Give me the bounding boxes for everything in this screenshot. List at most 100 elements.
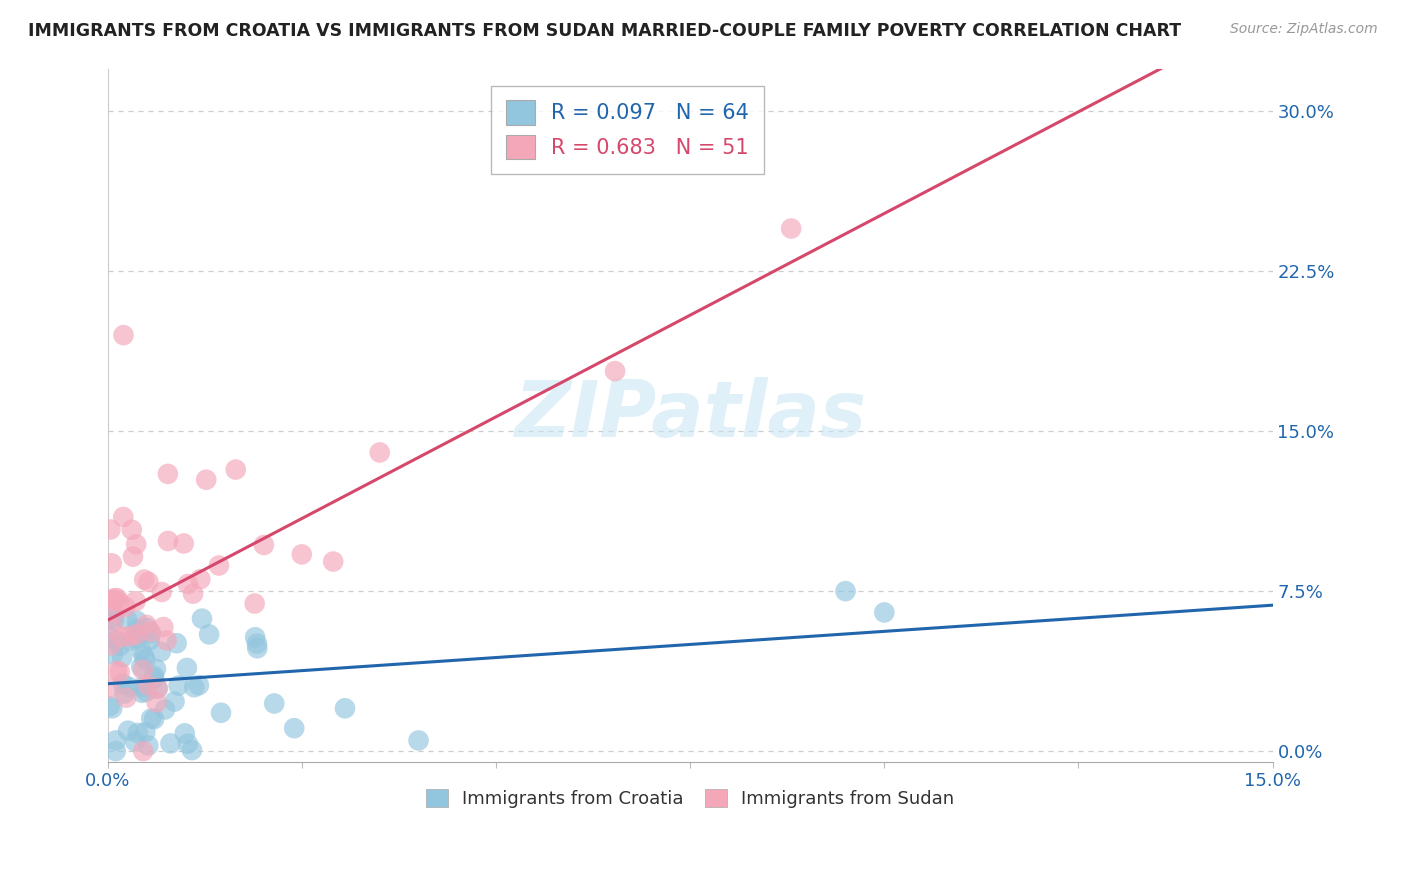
Point	[125, 627, 148, 641]
Point	[834, 584, 856, 599]
Point	[127, 726, 149, 740]
Point	[143, 672, 166, 686]
Point	[112, 510, 135, 524]
Point	[283, 721, 305, 735]
Point	[136, 621, 159, 635]
Point	[129, 660, 152, 674]
Point	[142, 669, 165, 683]
Point	[112, 687, 135, 701]
Point	[101, 620, 124, 634]
Text: Source: ZipAtlas.com: Source: ZipAtlas.com	[1230, 22, 1378, 37]
Point	[136, 739, 159, 753]
Point	[141, 712, 163, 726]
Point	[100, 557, 122, 571]
Point	[166, 636, 188, 650]
Point	[135, 685, 157, 699]
Point	[163, 695, 186, 709]
Point	[98, 681, 121, 695]
Point	[125, 614, 148, 628]
Point	[603, 364, 626, 378]
Point	[243, 630, 266, 644]
Point	[181, 743, 204, 757]
Point	[103, 614, 125, 628]
Point	[408, 733, 430, 747]
Point	[195, 473, 218, 487]
Point	[263, 697, 285, 711]
Point	[149, 645, 172, 659]
Point	[198, 627, 221, 641]
Legend: Immigrants from Croatia, Immigrants from Sudan: Immigrants from Croatia, Immigrants from…	[419, 781, 962, 815]
Point	[131, 680, 153, 694]
Point	[246, 641, 269, 656]
Point	[101, 610, 124, 624]
Point	[132, 663, 155, 677]
Point	[138, 574, 160, 589]
Text: IMMIGRANTS FROM CROATIA VS IMMIGRANTS FROM SUDAN MARRIED-COUPLE FAMILY POVERTY C: IMMIGRANTS FROM CROATIA VS IMMIGRANTS FR…	[28, 22, 1181, 40]
Point	[100, 639, 122, 653]
Point	[156, 467, 179, 481]
Point	[243, 597, 266, 611]
Point	[208, 558, 231, 573]
Point	[191, 612, 214, 626]
Point	[105, 633, 128, 648]
Point	[111, 677, 134, 691]
Point	[873, 606, 896, 620]
Point	[167, 679, 190, 693]
Point	[209, 706, 232, 720]
Point	[187, 678, 209, 692]
Point	[104, 733, 127, 747]
Point	[125, 537, 148, 551]
Point	[121, 523, 143, 537]
Point	[143, 712, 166, 726]
Point	[159, 736, 181, 750]
Point	[139, 624, 162, 639]
Point	[181, 587, 204, 601]
Point	[114, 599, 136, 614]
Point	[101, 701, 124, 715]
Point	[155, 633, 177, 648]
Point	[132, 649, 155, 664]
Point	[225, 462, 247, 476]
Point	[112, 328, 135, 343]
Point	[117, 613, 139, 627]
Point	[108, 594, 131, 608]
Point	[124, 734, 146, 748]
Point	[103, 591, 125, 606]
Point	[139, 633, 162, 648]
Point	[145, 662, 167, 676]
Point	[125, 632, 148, 646]
Point	[105, 664, 128, 678]
Point	[134, 653, 156, 667]
Point	[136, 678, 159, 692]
Point	[117, 723, 139, 738]
Point	[368, 445, 391, 459]
Point	[100, 523, 122, 537]
Point	[173, 726, 195, 740]
Point	[153, 702, 176, 716]
Point	[188, 572, 211, 586]
Point	[134, 725, 156, 739]
Point	[111, 630, 134, 644]
Point	[253, 538, 276, 552]
Point	[129, 643, 152, 657]
Point	[291, 547, 314, 561]
Point	[322, 555, 344, 569]
Point	[146, 681, 169, 696]
Point	[104, 744, 127, 758]
Point	[98, 699, 121, 714]
Point	[125, 623, 148, 637]
Point	[176, 661, 198, 675]
Point	[246, 637, 269, 651]
Point	[101, 648, 124, 662]
Point	[780, 221, 803, 235]
Point	[108, 665, 131, 679]
Point	[115, 690, 138, 705]
Point	[177, 737, 200, 751]
Point	[152, 620, 174, 634]
Point	[111, 650, 134, 665]
Point	[101, 592, 124, 607]
Point	[173, 536, 195, 550]
Point	[134, 573, 156, 587]
Point	[145, 695, 167, 709]
Point	[132, 744, 155, 758]
